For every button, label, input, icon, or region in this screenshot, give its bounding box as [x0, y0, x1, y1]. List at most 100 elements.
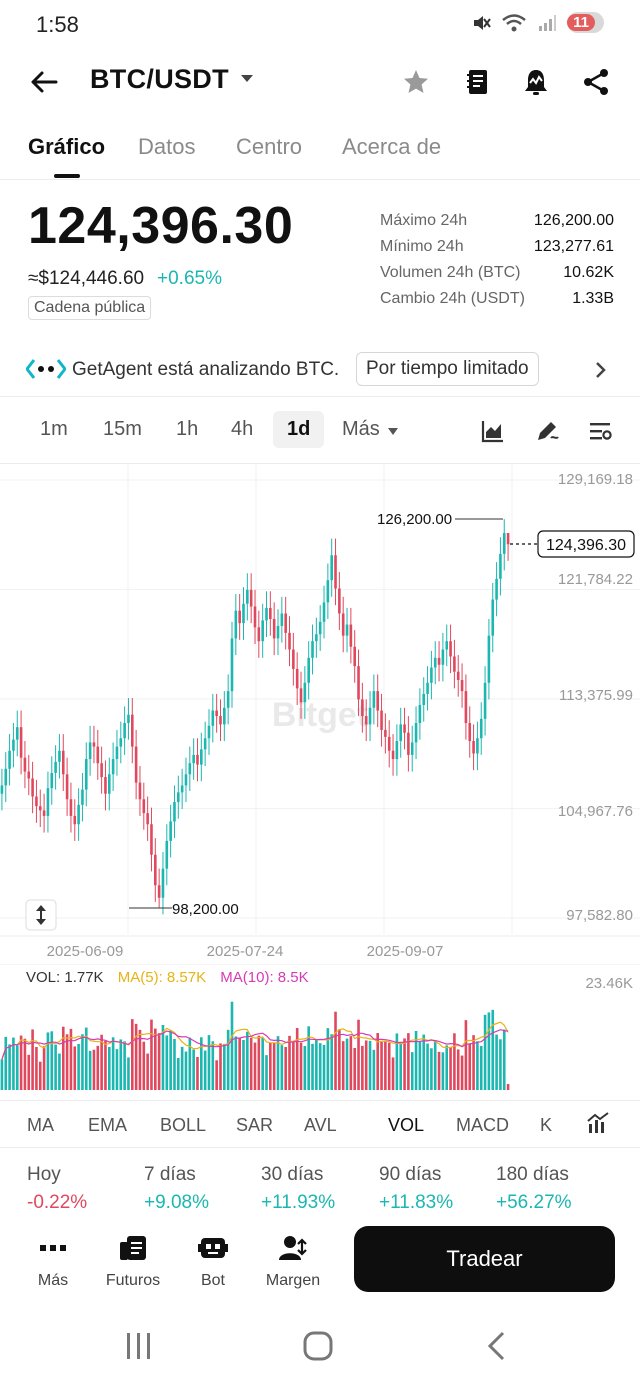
indicator-sar[interactable]: SAR [236, 1115, 274, 1135]
public-chain-badge[interactable]: Cadena pública [28, 296, 152, 320]
indicator-chart-icon[interactable] [586, 1111, 610, 1135]
indicator-macd[interactable]: MACD [456, 1115, 509, 1135]
chevron-right-icon[interactable] [594, 360, 608, 380]
candle-body [280, 613, 284, 626]
candle-body [0, 785, 4, 794]
candle-body [399, 724, 403, 742]
indicator-vol[interactable]: VOL [388, 1115, 425, 1135]
volume-bar [284, 1047, 287, 1090]
candle-body [146, 813, 149, 825]
pair-title[interactable]: BTC/USDT [90, 64, 229, 94]
candle-body [177, 792, 180, 803]
star-icon[interactable] [400, 66, 432, 98]
candle-body [380, 710, 383, 730]
indicator-avl[interactable]: AVL [304, 1115, 337, 1135]
ma10-line [1, 1029, 509, 1060]
indicator-ema[interactable]: EMA [88, 1115, 128, 1135]
volume-bar [104, 1040, 107, 1090]
candle-body [464, 691, 468, 724]
candle-body [180, 785, 184, 793]
status-time: 1:58 [36, 12, 79, 37]
candle-body [115, 746, 119, 760]
active-tab-indicator [54, 174, 80, 178]
volume-bar [445, 1045, 449, 1090]
candle-body [322, 602, 326, 622]
candle-body [303, 682, 307, 703]
volume-bar [330, 1034, 333, 1090]
volume-bar [242, 1040, 245, 1090]
candle-body [349, 624, 353, 647]
expand-vertical-icon [36, 905, 46, 925]
volume-bar [353, 1048, 356, 1090]
action-bot[interactable]: Bot [178, 1234, 248, 1290]
chart-expand-button[interactable] [25, 899, 57, 931]
candle-body [437, 657, 441, 665]
timeframe-more[interactable]: Más [342, 418, 380, 440]
volume-bar [142, 1041, 146, 1090]
volume-bar [223, 1043, 226, 1090]
main-tabs: Gráfico Datos Centro Acerca de [0, 122, 640, 180]
candle-body [142, 799, 146, 814]
signal-icon [539, 14, 557, 31]
volume-bar [280, 1045, 284, 1090]
caret-down-icon[interactable] [240, 74, 254, 84]
perf-label: 90 días [379, 1164, 442, 1185]
caret-down-icon[interactable] [388, 428, 398, 436]
timeframe-4h[interactable]: 4h [231, 418, 254, 440]
price-alert-bell-icon[interactable] [520, 66, 552, 98]
action-margin[interactable]: Margen [258, 1234, 328, 1290]
candle-body [88, 742, 92, 760]
candle-body [12, 739, 15, 751]
volume-bar [272, 1043, 276, 1090]
tab-datos[interactable]: Datos [138, 134, 196, 159]
indicator-ma[interactable]: MA [27, 1115, 54, 1135]
candle-body [104, 777, 107, 794]
timeframe-1d[interactable]: 1d [273, 411, 325, 448]
volume-bar [292, 1042, 295, 1090]
candle-body [138, 782, 142, 800]
candle-body [476, 738, 479, 754]
candle-body [92, 742, 96, 747]
candle-body [215, 710, 218, 717]
volume-bar [77, 1044, 80, 1090]
candle-body [200, 749, 203, 765]
action-more[interactable]: Más [18, 1234, 88, 1290]
candle-body [364, 716, 368, 725]
candle-body [203, 738, 207, 750]
candlestick-chart[interactable]: Bitget 129,169.18 121,784.22 113,375.99 104… [0, 464, 640, 964]
last-price: 124,396.30 [28, 197, 294, 255]
indicator-k[interactable]: K [540, 1115, 553, 1135]
candle-body [426, 682, 429, 694]
limited-time-pill[interactable]: Por tiempo limitado [356, 352, 539, 386]
tab-acerca-de[interactable]: Acerca de [342, 134, 442, 159]
timeframe-15m[interactable]: 15m [103, 418, 142, 440]
battery-indicator: 11 [567, 12, 604, 33]
volume-bar [146, 1053, 149, 1090]
volume-bar [422, 1034, 426, 1090]
volume-bar [307, 1026, 310, 1090]
getagent-banner[interactable]: GetAgent está analizando BTC. Por tiempo… [0, 348, 640, 392]
nav-back-icon[interactable] [487, 1331, 505, 1361]
drawing-tools-icon[interactable] [534, 418, 560, 444]
action-futures[interactable]: Futuros [98, 1234, 168, 1290]
volume-chart[interactable]: 23.46K [0, 964, 640, 1094]
volume-bar [418, 1041, 422, 1090]
volume-legend: VOL: 1.77K MA(5): 8.57K MA(10): 8.5K [26, 969, 319, 986]
perf-30d: 30 días +11.93% [261, 1164, 335, 1214]
candle-body [506, 533, 510, 545]
back-arrow-icon[interactable] [28, 66, 60, 98]
trade-button[interactable]: Tradear [354, 1226, 615, 1292]
share-icon[interactable] [580, 66, 612, 98]
timeframe-1h[interactable]: 1h [176, 418, 199, 440]
indicator-settings-icon[interactable] [587, 418, 613, 444]
perf-90d: 90 días +11.83% [379, 1164, 453, 1214]
tab-grafico[interactable]: Gráfico [28, 134, 106, 159]
tab-centro[interactable]: Centro [236, 134, 303, 159]
recent-apps-icon[interactable] [127, 1333, 150, 1359]
home-icon[interactable] [303, 1331, 333, 1361]
notebook-icon[interactable] [462, 66, 494, 98]
timeframe-1m[interactable]: 1m [40, 418, 68, 440]
candle-body [73, 815, 77, 825]
chart-type-icon[interactable] [480, 418, 506, 444]
indicator-boll[interactable]: BOLL [160, 1115, 207, 1135]
